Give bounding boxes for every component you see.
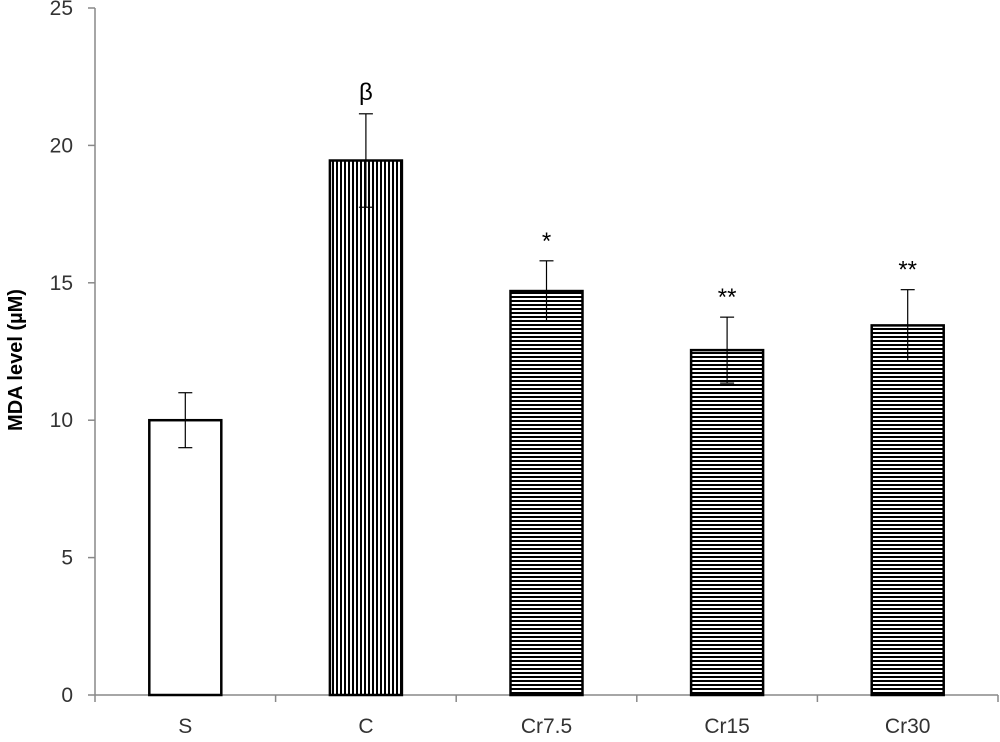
bar-c: [328, 159, 404, 697]
x-tick-label: Cr30: [885, 715, 931, 738]
significance-marker: **: [898, 257, 917, 284]
x-tick-label: Cr15: [704, 715, 750, 738]
significance-marker: *: [542, 228, 551, 255]
plot-area: 0 5 10 15 20 25 Sβ C * Cr7.5 ** Cr15 ** Cr30: [50, 0, 999, 738]
bar-cr15: [689, 348, 765, 697]
bar-cr7-5: [509, 289, 584, 697]
y-tick-label: 20: [50, 134, 73, 157]
y-tick-label: 15: [50, 272, 73, 295]
x-tick-label: S: [178, 715, 192, 738]
y-tick-label: 5: [61, 547, 73, 570]
significance-marker: **: [718, 284, 737, 311]
y-tick-label: 0: [61, 684, 73, 707]
y-axis-label: MDA level (µM): [5, 289, 27, 431]
significance-marker: β: [359, 79, 373, 106]
y-tick-label: 25: [50, 0, 73, 20]
x-tick-label: Cr7.5: [521, 715, 572, 738]
bar-cr30: [870, 324, 945, 697]
bar-s: [148, 418, 223, 697]
y-tick-label: 10: [50, 409, 73, 432]
x-tick-label: C: [358, 715, 373, 738]
